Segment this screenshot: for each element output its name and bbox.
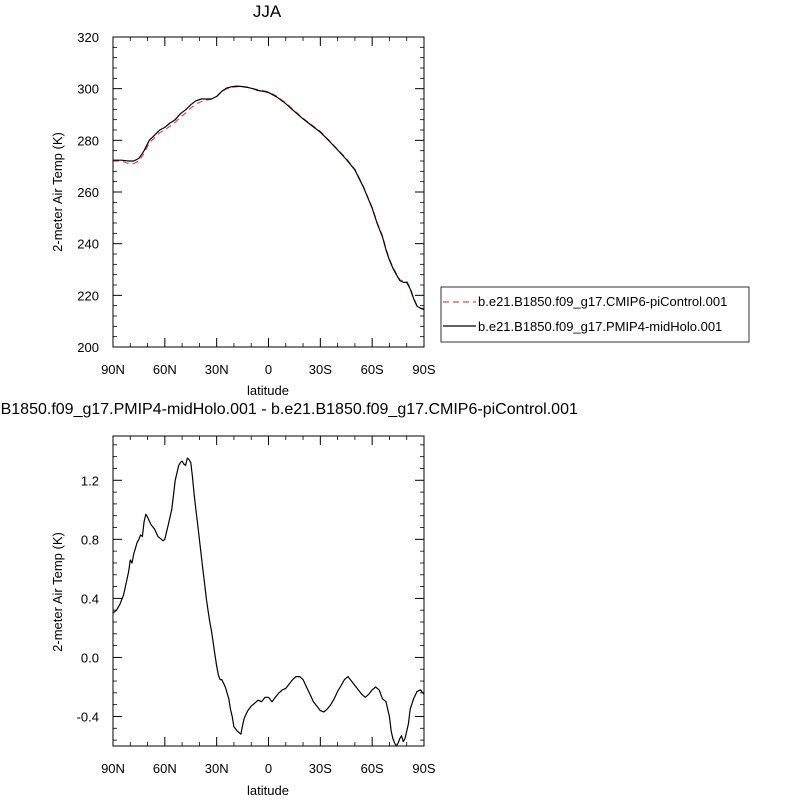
legend-box	[440, 286, 750, 343]
top-xtick-label: 90S	[412, 362, 435, 377]
bottom-xtick-label: 30N	[205, 761, 229, 776]
top-series-line-1	[113, 85, 425, 311]
top-x-tick-labels: 90N 60N 30N 0 30S 60S 90S	[101, 362, 436, 377]
legend: b.e21.B1850.f09_g17.CMIP6-piControl.001 …	[440, 286, 750, 343]
bottom-ytick-label: -0.4	[77, 709, 99, 724]
bottom-axis-ticks	[112, 436, 425, 746]
bottom-xtick-label: 60S	[361, 761, 384, 776]
bottom-chart-title: b.e21.B1850.f09_g17.PMIP4-midHolo.001 - …	[0, 401, 578, 418]
top-ytick-label: 200	[77, 340, 99, 355]
top-xtick-label: 60N	[153, 362, 177, 377]
bottom-x-tick-labels: 90N 60N 30N 0 30S 60S 90S	[101, 761, 436, 776]
top-chart: JJA 200 220 240 260 280 300 320 90N 60N 30N 0 30S 6…	[50, 2, 750, 398]
top-series-line-0	[113, 86, 424, 309]
bottom-ytick-label: 0.0	[81, 650, 99, 665]
bottom-x-axis-label: latitude	[247, 783, 289, 798]
top-axis-ticks	[112, 36, 425, 348]
top-plot-frame	[112, 36, 425, 348]
bottom-y-tick-labels: -0.4 0.0 0.4 0.8 1.2	[77, 473, 99, 724]
bottom-xtick-label: 90N	[101, 761, 125, 776]
bottom-xtick-label: 30S	[309, 761, 332, 776]
bottom-series-lines	[112, 457, 425, 747]
bottom-ytick-label: 0.4	[81, 591, 99, 606]
top-xtick-label: 30N	[205, 362, 229, 377]
bottom-xtick-label: 90S	[412, 761, 435, 776]
top-ytick-label: 220	[77, 288, 99, 303]
top-y-axis-label: 2-meter Air Temp (K)	[50, 132, 65, 252]
top-xtick-label: 90N	[101, 362, 125, 377]
bottom-xtick-label: 0	[265, 761, 272, 776]
bottom-xtick-label: 60N	[153, 761, 177, 776]
bottom-series-line-0	[112, 457, 425, 747]
top-ytick-label: 240	[77, 237, 99, 252]
top-y-tick-labels: 200 220 240 260 280 300 320	[77, 30, 99, 355]
bottom-ytick-label: 1.2	[81, 473, 99, 488]
top-ytick-label: 260	[77, 185, 99, 200]
top-x-axis-label: latitude	[247, 383, 289, 398]
top-chart-title: JJA	[253, 2, 282, 21]
top-ytick-label: 300	[77, 82, 99, 97]
legend-label-picontrol: b.e21.B1850.f09_g17.CMIP6-piControl.001	[478, 294, 727, 309]
top-ytick-label: 280	[77, 133, 99, 148]
top-xtick-label: 60S	[361, 362, 384, 377]
top-ytick-label: 320	[77, 30, 99, 45]
top-xtick-label: 30S	[309, 362, 332, 377]
bottom-plot-frame	[112, 435, 425, 747]
top-series-lines	[113, 85, 425, 311]
legend-label-midholo: b.e21.B1850.f09_g17.PMIP4-midHolo.001	[478, 319, 722, 334]
bottom-ytick-label: 0.8	[81, 532, 99, 547]
bottom-chart: b.e21.B1850.f09_g17.PMIP4-midHolo.001 - …	[0, 401, 578, 798]
bottom-y-axis-label: 2-meter Air Temp (K)	[50, 532, 65, 652]
top-xtick-label: 0	[265, 362, 272, 377]
